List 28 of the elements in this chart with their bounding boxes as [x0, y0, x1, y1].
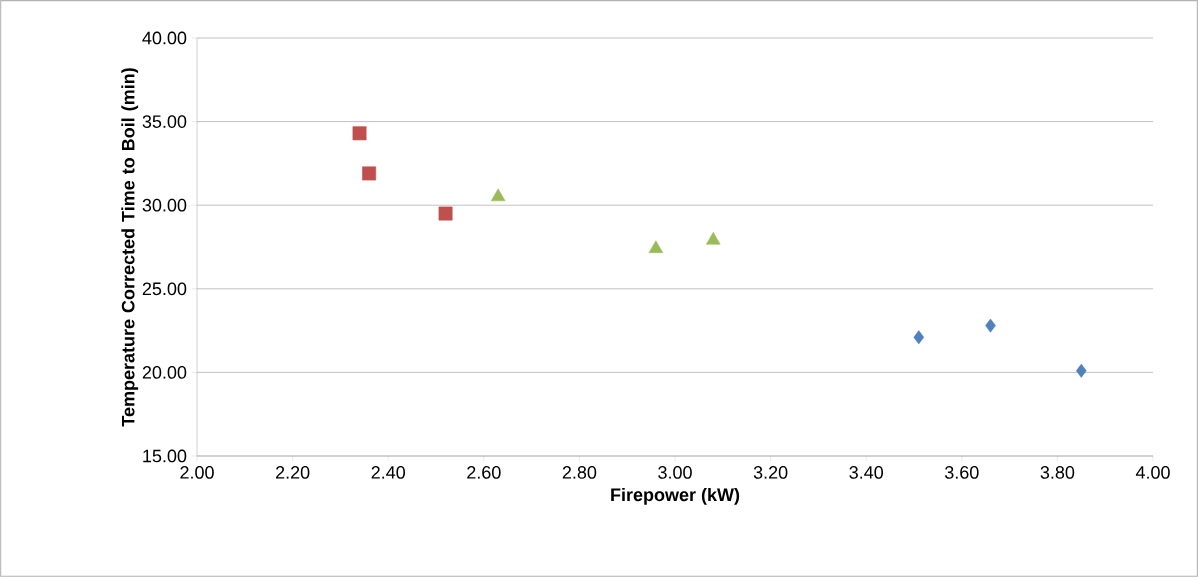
y-axis-title: Temperature Corrected Time to Boil (min) — [121, 68, 139, 427]
point — [648, 240, 664, 253]
x-axis-title: Firepower (kW) — [611, 487, 740, 505]
y-tick-label: 35.00 — [142, 115, 187, 128]
point — [985, 318, 996, 333]
point — [438, 206, 453, 221]
point — [490, 188, 506, 202]
y-tick-label: 15.00 — [143, 449, 187, 463]
x-tick-label: 3.80 — [1040, 466, 1075, 479]
y-tick-label: 30.00 — [142, 198, 187, 212]
x-tick-label: 3.60 — [944, 466, 979, 479]
x-tick-label: 2.40 — [371, 466, 406, 479]
x-tick-label: 4.00 — [1135, 466, 1170, 479]
x-tick-label: 2.20 — [275, 466, 310, 479]
point — [352, 126, 367, 141]
point — [706, 232, 721, 245]
x-tick-label: 3.00 — [658, 466, 692, 479]
x-tick-label: 3.20 — [753, 466, 788, 479]
point — [1076, 363, 1087, 378]
point — [913, 330, 925, 345]
point — [362, 166, 377, 181]
y-tick-label: 40.00 — [142, 31, 187, 45]
x-tick-label: 3.40 — [849, 466, 884, 479]
x-tick-label: 2.60 — [467, 466, 501, 479]
x-tick-label: 2.00 — [180, 466, 214, 479]
x-tick-label: 2.80 — [562, 466, 597, 479]
y-tick-label: 20.00 — [142, 366, 187, 379]
y-tick-label: 25.00 — [142, 282, 187, 296]
